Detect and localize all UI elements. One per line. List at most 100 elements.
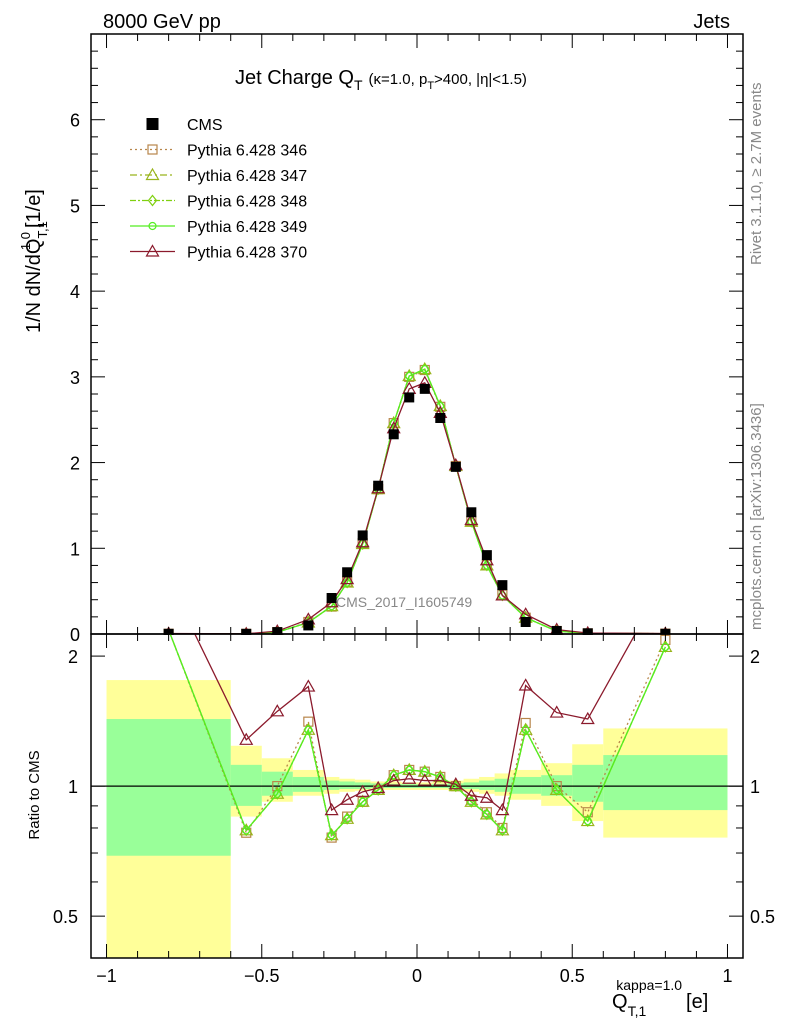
cms-point [520,617,531,627]
ratio-y-tick-label-right: 1 [750,777,760,797]
ratio-series-5 [194,634,636,816]
ratio-axes: −1 −0.5 0 0.5 1 0.5 0.5 1 1 2 2 [53,634,775,986]
x-axis-label-unit: [e] [686,991,708,1013]
ratio-marker [374,785,383,795]
cms-point [419,383,430,394]
series-line [168,382,666,635]
x-axis-label-sub: T,1 [628,1003,647,1019]
legend-marker [148,221,157,231]
cms-point [450,461,461,472]
ratio-marker [386,773,401,786]
y-tick-label: 2 [70,454,80,474]
ratio-marker [433,773,448,786]
ratio-marker [479,790,494,803]
ratio-marker [583,816,592,826]
legend-marker [145,244,160,257]
series-marker [464,512,479,526]
ratio-y-tick-label: 0.5 [53,907,78,927]
rivet-label: Rivet 3.1.10, ≥ 2.7M events [748,83,765,266]
legend-entry: CMS [146,117,223,134]
ratio-band-green [323,780,340,790]
ratio-marker [580,711,595,725]
chart-title: Jet Charge QT (κ=1.0, pT>400, |η|<1.5) [235,67,527,93]
ratio-band-green [106,719,231,856]
cms-point [551,626,562,635]
ratio-band-green [292,776,324,792]
series-marker [420,365,429,374]
ratio-line [194,634,636,812]
ratio-marker [239,732,254,745]
ratio-line [169,634,666,837]
ratio-marker [498,826,507,835]
legend-entry: Pythia 6.428 370 [130,244,307,262]
ratio-frame [90,633,744,959]
ratio-marker [358,797,367,806]
legend-marker [145,167,160,181]
mcplots-label: mcplots.cern.ch [arXiv:1306.3436] [748,403,765,630]
ratio-y-tick-label: 1 [68,777,78,797]
y-tick-label: 0 [70,625,80,645]
header-left: 8000 GeV pp [103,11,221,33]
legend-label: Pythia 6.428 349 [187,219,307,236]
x-tick-label: 1 [722,966,732,986]
ratio-marker [495,802,510,816]
legend-cms-marker [146,118,159,130]
x-axis-label-sup: kappa=1.0 [616,977,682,993]
ratio-y-tick-label-right: 0.5 [750,907,775,927]
ratio-band-green [261,771,293,796]
cms-point [272,627,283,635]
ratio-marker [389,771,398,780]
cms-point [435,413,446,423]
cms-point [357,530,368,541]
cms-point [466,507,477,518]
ratio-band-green [603,755,728,811]
ratio-marker [402,771,417,784]
ratio-marker [661,642,670,652]
series-marker [355,535,370,548]
x-tick-label: 0 [412,966,422,986]
ratio-series-4 [169,634,670,840]
ratio-marker [340,792,355,805]
ratio-marker [301,679,316,692]
x-tick-label: 0.5 [560,966,585,986]
ratio-marker [521,725,530,734]
legend: CMS Pythia 6.428 346 Pythia 6.428 347 Pythi… [130,117,307,262]
ratio-band-green [339,781,355,789]
y-tick-label: 4 [70,282,80,302]
ratio-marker [371,780,386,794]
ratio-band-green [572,764,604,802]
y-tick-label: 3 [70,368,80,388]
header-right: Jets [693,11,730,33]
main-plot-panel: CMS_2017_I1605749 CMS Pythia 6.428 346 Pyt… [18,33,744,645]
legend-entry: Pythia 6.428 348 [130,194,307,211]
cms-point [582,628,593,635]
main-ylabel-base: 1/N dN/dQ [23,239,45,333]
y-tick-label: 6 [70,111,80,131]
ratio-marker [324,802,339,816]
ratio-marker [327,831,336,840]
ratio-band-green [230,764,262,806]
main-data-layer [163,361,671,635]
ratio-marker [552,785,561,795]
x-tick-label: −1 [96,966,117,986]
ratio-marker [518,678,533,691]
cms-point [404,392,415,403]
ratio-plot-panel: −1 −0.5 0 0.5 1 0.5 0.5 1 1 2 2 Ratio to CMS [26,633,775,986]
ratio-marker [448,777,463,790]
chart-title-extra: (κ=1.0, p [369,71,428,88]
y-tick-label: 1 [70,539,80,559]
ratio-y-tick-label: 2 [68,647,78,667]
ratio-marker [343,814,352,823]
main-ylabel-unit: [1/e] [23,189,45,228]
ratio-band-green [510,776,542,794]
legend-label: Pythia 6.428 347 [187,168,307,185]
legend-entry: Pythia 6.428 347 [130,167,307,185]
ratio-data-layer [91,634,743,958]
cms-point [388,429,399,440]
main-ylabel-sup: 1.0 [18,232,33,250]
series-marker [340,571,355,585]
x-tick-label: −0.5 [244,966,280,986]
cms-point [326,593,337,603]
main-ylabel: 1/N dN/dQT,11.0 [1/e] [18,189,50,333]
